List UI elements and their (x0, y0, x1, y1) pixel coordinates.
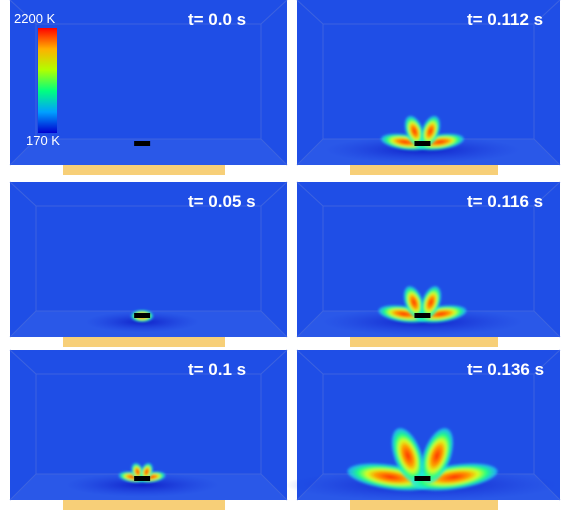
colorbar-min: 170 K (26, 133, 60, 148)
figure: t= 0.0 s t= 0.112 s t= 0.05 s t= 0.116 s t= … (0, 0, 562, 511)
page: t= 0.0 s t= 0.112 s t= 0.05 s t= 0.116 s t= … (0, 0, 562, 511)
burner (134, 141, 150, 146)
burner (134, 476, 150, 481)
panel: t= 0.05 s (10, 182, 287, 347)
panel: t= 0.112 s (297, 0, 560, 175)
time-label: t= 0.112 s (467, 10, 543, 29)
time-label: t= 0.0 s (188, 10, 246, 29)
panel: t= 0.1 s (10, 350, 287, 510)
burner (134, 313, 150, 318)
time-label: t= 0.116 s (467, 192, 543, 211)
panel: t= 0.116 s (297, 182, 560, 347)
time-label: t= 0.05 s (188, 192, 256, 211)
burner (414, 313, 430, 318)
burner (414, 476, 430, 481)
colorbar (38, 28, 57, 133)
time-label: t= 0.1 s (188, 360, 246, 379)
panel: t= 0.136 s (285, 350, 560, 510)
burner (414, 141, 430, 146)
colorbar-max: 2200 K (14, 11, 56, 26)
time-label: t= 0.136 s (467, 360, 544, 379)
